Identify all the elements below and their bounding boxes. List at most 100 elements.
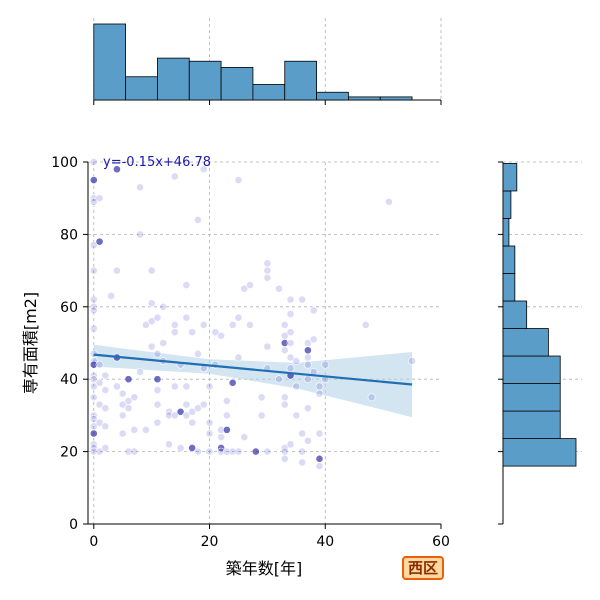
scatter-point xyxy=(315,462,324,470)
scatter-point xyxy=(153,349,162,358)
scatter-point xyxy=(89,197,98,206)
scatter-point xyxy=(298,295,307,304)
scatter-point xyxy=(182,313,191,322)
scatter-point xyxy=(118,389,127,398)
y-tick-label: 40 xyxy=(60,372,78,388)
scatter-point xyxy=(147,342,156,351)
scatter-point xyxy=(113,266,121,275)
scatter-point xyxy=(188,444,197,452)
scatter-point xyxy=(194,349,202,358)
scatter-point xyxy=(199,165,208,174)
scatter-point xyxy=(315,429,324,438)
x-tick-label: 40 xyxy=(316,534,334,550)
scatter-point xyxy=(153,386,162,394)
y-tick-label: 60 xyxy=(60,300,78,316)
scatter-point xyxy=(194,404,202,413)
scatter-point xyxy=(228,447,237,456)
scatter-point xyxy=(182,400,191,409)
scatter-point xyxy=(286,310,295,318)
scatter-point xyxy=(408,357,416,365)
scatter-point xyxy=(130,447,139,456)
scatter-point xyxy=(188,407,197,416)
scatter-point xyxy=(246,320,254,329)
regression-line-group xyxy=(93,353,413,386)
scatter-point xyxy=(89,393,98,402)
marginal-y-bar xyxy=(502,438,577,467)
scatter-point xyxy=(182,382,191,391)
scatter-point xyxy=(95,360,104,369)
marginal-x-bar xyxy=(284,60,317,101)
scatter-point xyxy=(228,378,237,387)
scatter-point xyxy=(199,320,208,329)
scatter-point xyxy=(251,447,260,456)
scatter-point xyxy=(188,418,197,427)
scatter-point xyxy=(211,328,220,337)
scatter-point xyxy=(199,400,208,409)
x-axis-label: 築年数[年] xyxy=(226,559,303,578)
scatter-point xyxy=(292,382,301,391)
scatter-point xyxy=(280,346,289,355)
scatter-point xyxy=(153,418,162,427)
scatter-point xyxy=(182,411,191,420)
x-tick-label: 60 xyxy=(432,534,450,550)
scatter-point xyxy=(159,302,168,311)
scatter-point xyxy=(292,411,301,420)
scatter-point xyxy=(89,266,98,275)
y-tick-label: 100 xyxy=(51,155,78,171)
scatter-point xyxy=(124,397,133,405)
scatter-point xyxy=(118,411,127,420)
scatter-point xyxy=(89,158,98,166)
scatter-point xyxy=(188,328,197,337)
marginal-y-histogram xyxy=(498,161,582,525)
y-tick-label: 20 xyxy=(60,445,78,461)
y-axis-label: 専有面積[m2] xyxy=(21,292,40,394)
scatter-point xyxy=(89,429,98,438)
marginal-x-bar xyxy=(188,60,222,101)
main-grid xyxy=(88,161,441,524)
scatter-point xyxy=(263,259,272,268)
scatter-point xyxy=(95,447,104,456)
marginal-y-bar xyxy=(502,300,528,329)
area-badge: 西区 xyxy=(402,556,444,580)
scatter-point xyxy=(118,400,127,409)
scatter-point xyxy=(130,425,139,434)
scatter-point xyxy=(240,433,249,442)
scatter-point xyxy=(89,382,98,391)
scatter-point xyxy=(205,418,214,427)
scatter-point xyxy=(165,411,173,420)
scatter-point xyxy=(170,382,179,391)
scatter-point xyxy=(304,360,312,369)
scatter-point xyxy=(153,400,162,409)
scatter-point xyxy=(101,371,110,380)
scatter-point xyxy=(101,422,110,431)
scatter-point xyxy=(286,339,295,347)
scatter-point xyxy=(95,237,104,246)
scatter-point xyxy=(101,404,110,413)
marginal-x-bar xyxy=(379,96,413,101)
scatter-point xyxy=(124,375,133,384)
scatter-point xyxy=(165,440,173,449)
x-tick-label: 20 xyxy=(201,534,219,550)
scatter-point xyxy=(315,454,324,463)
scatter-point xyxy=(263,273,272,282)
scatter-point xyxy=(130,393,139,402)
marginal-y-bar xyxy=(502,245,516,274)
y-tick-label: 0 xyxy=(69,517,78,533)
marginal-x-bar xyxy=(348,96,381,101)
marginal-y-bar xyxy=(502,273,516,302)
marginal-x-bar xyxy=(157,57,190,101)
scatter-point xyxy=(176,444,185,452)
scatter-point xyxy=(147,317,156,326)
marginal-x-bar xyxy=(220,67,254,101)
scatter-point xyxy=(205,429,214,438)
regression-line xyxy=(93,353,413,386)
scatter-point xyxy=(298,458,307,467)
scatter-point xyxy=(182,281,191,289)
scatter-point xyxy=(263,342,272,351)
scatter-points xyxy=(89,158,416,470)
marginal-x-bar xyxy=(125,76,158,101)
scatter-point xyxy=(234,447,243,456)
scatter-point xyxy=(222,411,231,420)
scatter-point xyxy=(89,324,98,333)
scatter-point xyxy=(141,425,150,434)
